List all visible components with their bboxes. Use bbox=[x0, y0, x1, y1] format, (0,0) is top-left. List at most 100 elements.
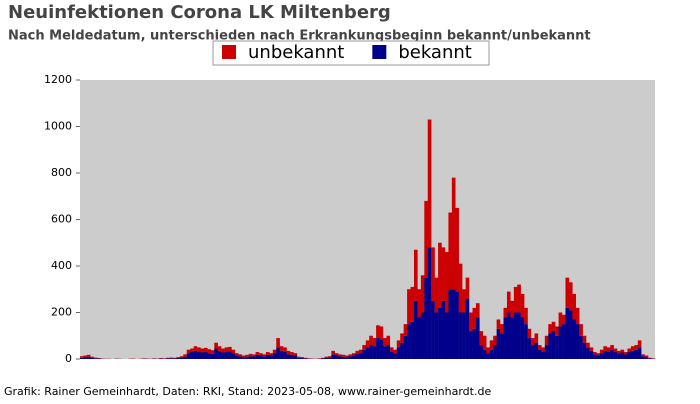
bar-segment bbox=[590, 351, 594, 359]
y-tick-label: 400 bbox=[51, 259, 72, 272]
bar-segment bbox=[645, 357, 649, 359]
bar-segment bbox=[80, 356, 84, 358]
bar-segment bbox=[83, 356, 87, 358]
bar-segment bbox=[269, 353, 273, 355]
bar-segment bbox=[514, 287, 518, 313]
bar-segment bbox=[280, 346, 284, 351]
bar-segment bbox=[369, 345, 373, 359]
bar-segment bbox=[645, 356, 649, 358]
bar-segment bbox=[548, 333, 552, 359]
bar-segment bbox=[486, 347, 490, 353]
bar-segment bbox=[614, 349, 618, 352]
bar-segment bbox=[297, 358, 301, 359]
bar-segment bbox=[524, 308, 528, 324]
bar-segment bbox=[352, 353, 356, 355]
bar-segment bbox=[235, 356, 239, 359]
bar-segment bbox=[383, 346, 387, 359]
bar-segment bbox=[610, 350, 614, 359]
bar-segment bbox=[170, 358, 174, 359]
bar-segment bbox=[514, 313, 518, 360]
bar-segment bbox=[631, 351, 635, 359]
bar-segment bbox=[404, 324, 408, 336]
bar-segment bbox=[369, 336, 373, 345]
bar-segment bbox=[600, 353, 604, 359]
bar-segment bbox=[90, 357, 94, 358]
bar-segment bbox=[256, 355, 260, 359]
bar-segment bbox=[610, 345, 614, 350]
bar-segment bbox=[338, 354, 342, 356]
bar-segment bbox=[528, 338, 532, 359]
bar-segment bbox=[438, 308, 442, 359]
bar-segment bbox=[448, 289, 452, 359]
bar-segment bbox=[170, 358, 174, 359]
bar-segment bbox=[572, 319, 576, 359]
bar-segment bbox=[397, 340, 401, 347]
bar-segment bbox=[331, 354, 335, 359]
bar-segment bbox=[359, 350, 363, 353]
bar-segment bbox=[424, 201, 428, 278]
bar-segment bbox=[397, 347, 401, 359]
bar-segment bbox=[376, 338, 380, 359]
bar-segment bbox=[417, 317, 421, 359]
bar-segment bbox=[276, 347, 280, 359]
bar-segment bbox=[476, 317, 480, 359]
bar-segment bbox=[469, 331, 473, 359]
bar-segment bbox=[559, 326, 563, 359]
bar-segment bbox=[335, 353, 339, 355]
y-tick-label: 0 bbox=[65, 352, 72, 365]
bar-segment bbox=[531, 338, 535, 345]
bar-segment bbox=[266, 355, 270, 359]
bar-segment bbox=[342, 357, 346, 359]
bar-segment bbox=[579, 324, 583, 336]
bar-segment bbox=[173, 358, 177, 359]
legend-swatch bbox=[222, 45, 236, 59]
bar-segment bbox=[435, 278, 439, 313]
bar-segment bbox=[469, 313, 473, 332]
bar-segment bbox=[266, 352, 270, 355]
bar-segment bbox=[493, 336, 497, 345]
bar-segment bbox=[634, 350, 638, 359]
bar-segment bbox=[300, 358, 304, 359]
bar-segment bbox=[534, 343, 538, 359]
bar-segment bbox=[445, 252, 449, 312]
bar-segment bbox=[459, 313, 463, 360]
bar-segment bbox=[593, 354, 597, 359]
bar-segment bbox=[183, 357, 187, 359]
bar-segment bbox=[603, 346, 607, 351]
bar-segment bbox=[545, 336, 549, 345]
bar-segment bbox=[290, 352, 294, 355]
bar-segment bbox=[214, 343, 218, 349]
bar-segment bbox=[211, 350, 215, 354]
bar-segment bbox=[355, 351, 359, 354]
bar-segment bbox=[201, 352, 205, 359]
bar-segment bbox=[276, 338, 280, 347]
bar-segment bbox=[421, 313, 425, 360]
bar-segment bbox=[256, 352, 260, 355]
bar-segment bbox=[479, 331, 483, 345]
y-tick-label: 200 bbox=[51, 306, 72, 319]
bar-segment bbox=[324, 358, 328, 359]
bar-segment bbox=[531, 345, 535, 359]
bar-segment bbox=[349, 356, 353, 359]
bar-segment bbox=[617, 351, 621, 353]
bar-segment bbox=[517, 285, 521, 313]
bar-segment bbox=[94, 358, 98, 359]
bar-segment bbox=[180, 356, 184, 357]
bar-segment bbox=[252, 356, 256, 359]
bar-segment bbox=[438, 243, 442, 308]
bar-segment bbox=[335, 356, 339, 359]
bar-segment bbox=[390, 347, 394, 352]
bar-segment bbox=[349, 354, 353, 356]
bar-segment bbox=[380, 339, 384, 359]
bar-segment bbox=[404, 336, 408, 359]
bar-segment bbox=[507, 313, 511, 360]
bar-segment bbox=[287, 354, 291, 359]
bar-segment bbox=[627, 352, 631, 359]
bar-segment bbox=[607, 352, 611, 359]
bar-segment bbox=[376, 325, 380, 338]
bar-segment bbox=[576, 308, 580, 324]
bar-segment bbox=[431, 247, 435, 300]
y-tick-label: 1200 bbox=[44, 73, 72, 86]
bar-segment bbox=[283, 347, 287, 352]
